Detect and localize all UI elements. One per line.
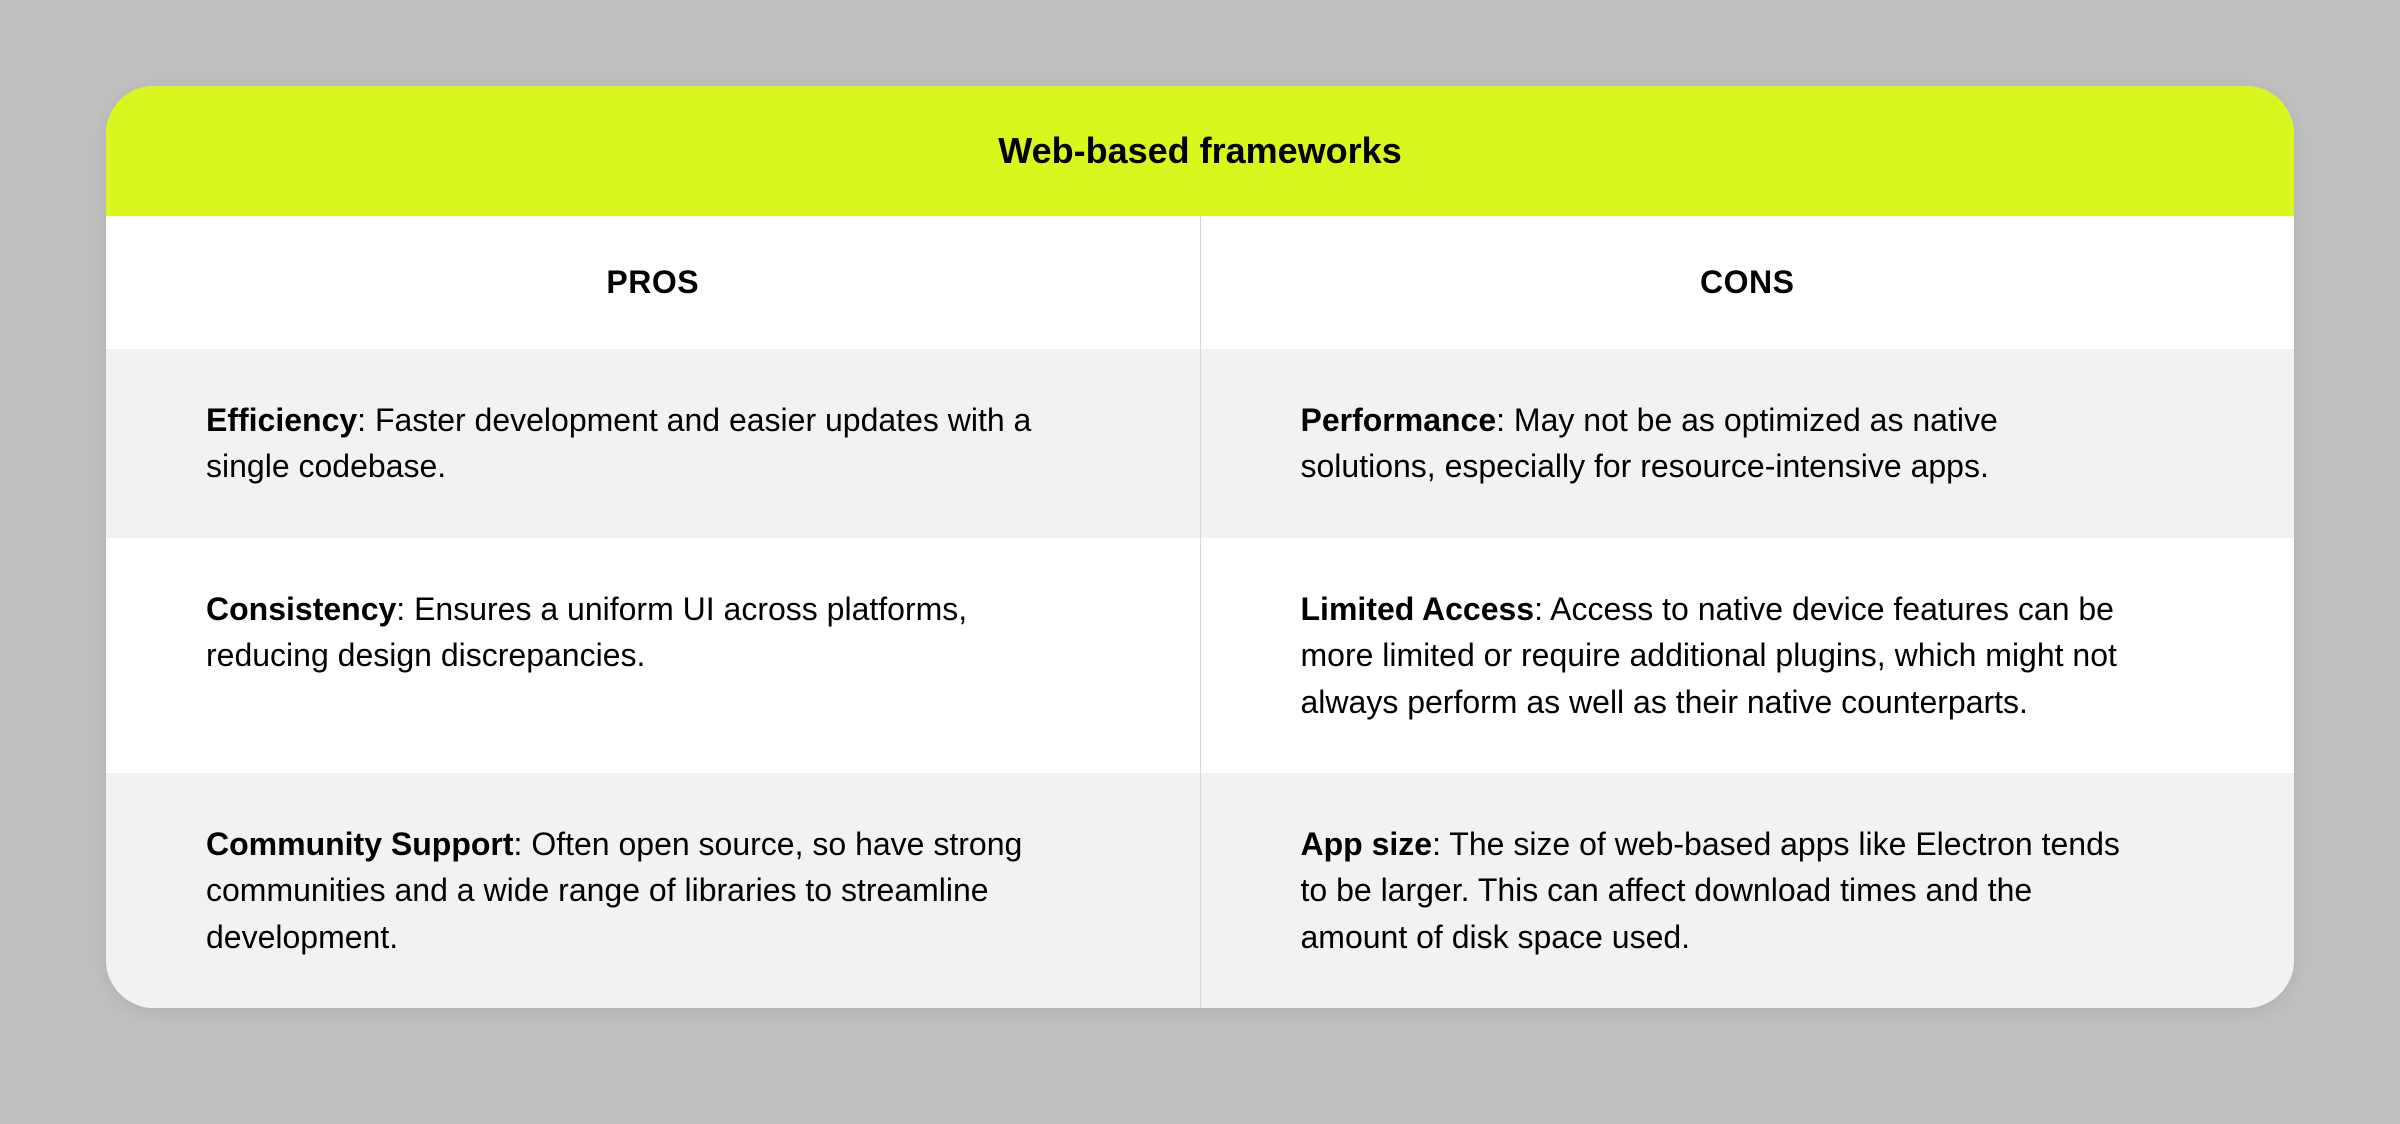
cell-cons: Performance: May not be as optimized as … [1201, 349, 2295, 538]
table-row: Community Support: Often open source, so… [106, 773, 2294, 1008]
table-rows: Efficiency: Faster development and easie… [106, 349, 2294, 1008]
cell-label: App size [1301, 826, 1433, 862]
cell-label: Limited Access [1301, 591, 1535, 627]
cell-cons: App size: The size of web-based apps lik… [1201, 773, 2295, 1008]
cell-cons: Limited Access: Access to native device … [1201, 538, 2295, 773]
card-header: Web-based frameworks [106, 86, 2294, 216]
cell-pros: Efficiency: Faster development and easie… [106, 349, 1200, 538]
table-row: Efficiency: Faster development and easie… [106, 349, 2294, 538]
card-title: Web-based frameworks [998, 130, 1401, 171]
comparison-card: Web-based frameworks PROS CONS Efficienc… [106, 86, 2294, 1008]
table-row: Consistency: Ensures a uniform UI across… [106, 538, 2294, 773]
cell-pros: Community Support: Often open source, so… [106, 773, 1200, 1008]
cell-label: Community Support [206, 826, 514, 862]
cell-pros: Consistency: Ensures a uniform UI across… [106, 538, 1200, 773]
cell-label: Consistency [206, 591, 396, 627]
col-header-pros: PROS [106, 216, 1200, 349]
cell-label: Efficiency [206, 402, 357, 438]
columns-header: PROS CONS [106, 216, 2294, 349]
cell-label: Performance [1301, 402, 1497, 438]
col-header-cons: CONS [1201, 216, 2295, 349]
